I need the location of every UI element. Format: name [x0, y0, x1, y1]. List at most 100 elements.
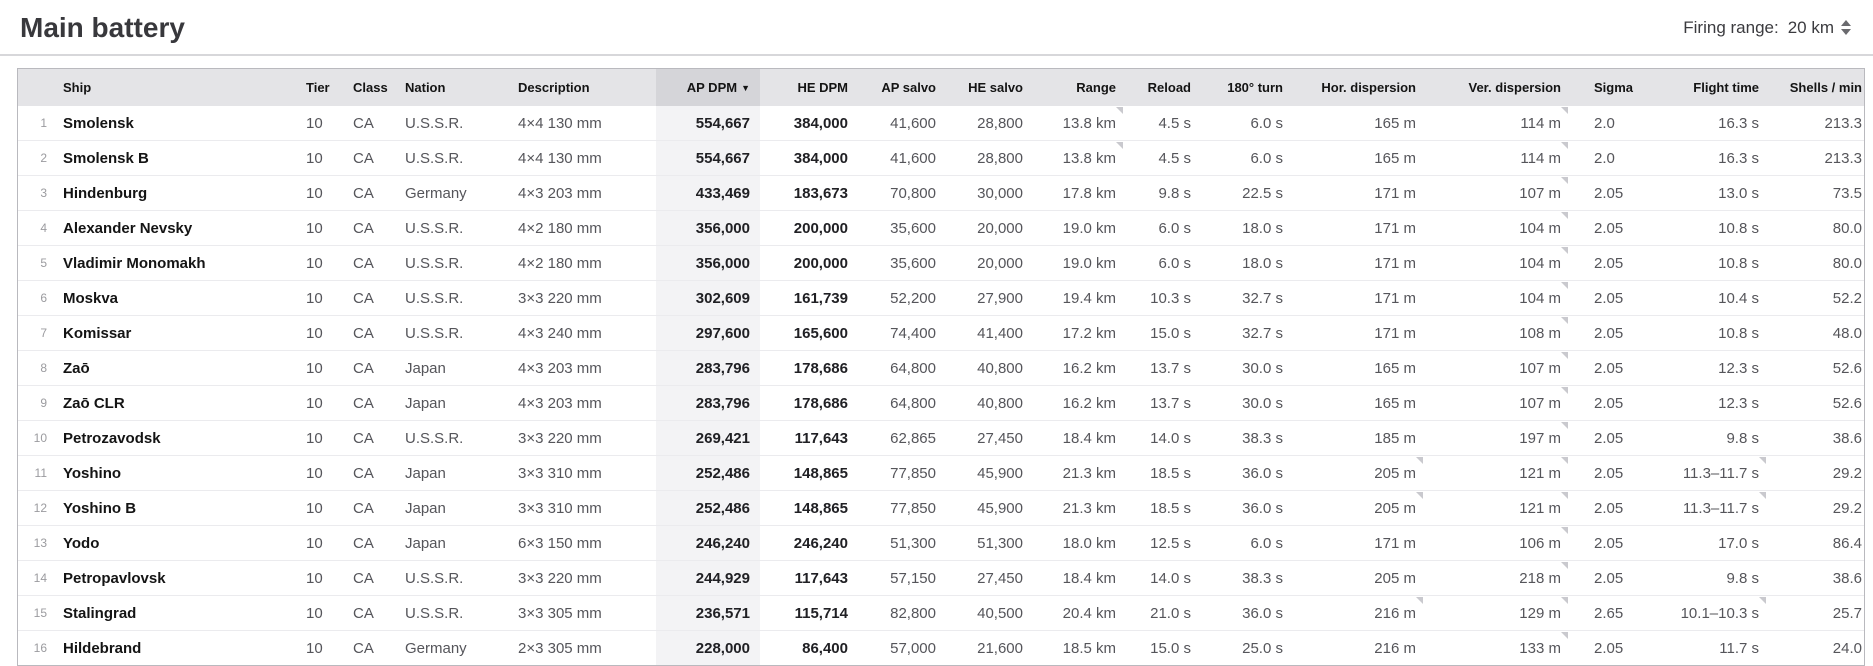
cell-class: CA	[349, 525, 401, 561]
cell-ver: 114 m	[1426, 140, 1571, 176]
cell-shells: 86.4	[1769, 525, 1864, 561]
column-header-he_salvo[interactable]: HE salvo	[946, 69, 1033, 106]
cell-hor: 171 m	[1293, 175, 1426, 211]
column-label: 180° turn	[1227, 80, 1283, 95]
column-header-flight[interactable]: Flight time	[1637, 69, 1769, 106]
cell-tier: 10	[301, 385, 349, 421]
cell-he_salvo: 40,800	[946, 350, 1033, 386]
cell-sigma: 2.05	[1571, 560, 1637, 596]
cell-ap_salvo: 64,800	[858, 350, 946, 386]
ship-name-link[interactable]: Petropavlovsk	[54, 560, 301, 596]
cell-turn: 30.0 s	[1201, 385, 1293, 421]
spinner-down-icon[interactable]	[1841, 29, 1851, 35]
row-index: 16	[18, 630, 54, 665]
cell-ap_salvo: 57,000	[858, 630, 946, 665]
cell-turn: 25.0 s	[1201, 630, 1293, 665]
ship-name-link[interactable]: Komissar	[54, 315, 301, 351]
column-header-nation[interactable]: Nation	[401, 69, 517, 106]
cell-tier: 10	[301, 350, 349, 386]
column-header-ap_salvo[interactable]: AP salvo	[858, 69, 946, 106]
cell-he_salvo: 20,000	[946, 245, 1033, 281]
cell-nation: Japan	[401, 455, 517, 491]
column-header-tier[interactable]: Tier	[301, 69, 349, 106]
cell-ap_dpm: 283,796	[656, 350, 760, 386]
firing-range-value[interactable]: 20 km	[1787, 17, 1834, 37]
column-header-description[interactable]: Description	[517, 69, 656, 106]
column-header-turn[interactable]: 180° turn	[1201, 69, 1293, 106]
column-header-reload[interactable]: Reload	[1126, 69, 1201, 106]
column-label: Range	[1076, 80, 1116, 95]
cell-he_salvo: 20,000	[946, 210, 1033, 246]
cell-ap_dpm: 269,421	[656, 420, 760, 456]
cell-class: CA	[353, 114, 374, 132]
column-header-class[interactable]: Class	[349, 69, 401, 106]
column-header-range[interactable]: Range	[1033, 69, 1126, 106]
cell-he_dpm: 178,686	[760, 385, 858, 421]
cell-tier: 10	[301, 455, 349, 491]
cell-nation: Japan	[401, 525, 517, 561]
cell-flight: 11.3–11.7 s	[1637, 490, 1769, 526]
cell-class: CA	[349, 175, 401, 211]
ship-name-link[interactable]: Vladimir Monomakh	[54, 245, 301, 281]
cell-shells: 24.0	[1769, 630, 1864, 665]
ship-name-link[interactable]: Yoshino	[54, 455, 301, 491]
cell-hor: 165 m	[1374, 114, 1416, 132]
cell-hor: 205 m	[1293, 560, 1426, 596]
cell-he_dpm: 117,643	[760, 420, 858, 456]
spinner-up-icon[interactable]	[1841, 20, 1851, 26]
column-header-ap_dpm[interactable]: AP DPM ▼	[656, 69, 760, 106]
ship-name-link[interactable]: Smolensk B	[54, 140, 301, 176]
column-header-he_dpm[interactable]: HE DPM	[760, 69, 858, 106]
ship-name-link[interactable]: Hildebrand	[54, 630, 301, 665]
cell-description: 6×3 150 mm	[517, 525, 656, 561]
ship-name-link[interactable]: Petrozavodsk	[54, 420, 301, 456]
column-label: AP salvo	[881, 80, 936, 95]
cell-ap_salvo: 74,400	[858, 315, 946, 351]
table-row: 1 Smolensk 10 CA U.S.S.R. 4×4 130 mm 554,667 38…	[18, 106, 1864, 141]
column-header-hor[interactable]: Hor. dispersion	[1293, 69, 1426, 106]
ship-name-link[interactable]: Yoshino B	[54, 490, 301, 526]
ship-name-link[interactable]: Zaō	[54, 350, 301, 386]
cell-turn: 6.0 s	[1201, 140, 1293, 176]
column-header-ship[interactable]: Ship	[54, 69, 301, 106]
ship-name-link[interactable]: Stalingrad	[54, 595, 301, 631]
ship-name-link[interactable]: Smolensk	[63, 114, 134, 132]
column-label: HE DPM	[797, 80, 848, 95]
column-header-sigma[interactable]: Sigma	[1571, 69, 1637, 106]
cell-hor: 216 m	[1293, 630, 1426, 665]
cell-ap_dpm: 297,600	[656, 315, 760, 351]
cell-ap_salvo: 35,600	[858, 245, 946, 281]
cell-ap_dpm: 554,667	[656, 140, 760, 176]
tooltip-corner-marker-icon	[1561, 317, 1568, 324]
ship-name-link[interactable]: Yodo	[54, 525, 301, 561]
table-row: 16 Hildebrand 10 CA Germany 2×3 305 mm 228,000…	[18, 630, 1864, 665]
ship-name-link[interactable]: Moskva	[54, 280, 301, 316]
cell-ver: 104 m	[1426, 245, 1571, 281]
ship-name-link[interactable]: Alexander Nevsky	[54, 210, 301, 246]
cell-description: 3×3 310 mm	[517, 455, 656, 491]
cell-he_dpm: 246,240	[760, 525, 858, 561]
cell-he_dpm: 148,865	[760, 455, 858, 491]
cell-nation: U.S.S.R.	[401, 560, 517, 596]
cell-reload: 18.5 s	[1126, 455, 1201, 491]
column-header-ver[interactable]: Ver. dispersion	[1426, 69, 1571, 106]
column-label: Reload	[1147, 80, 1191, 95]
column-header-shells[interactable]: Shells / min	[1769, 69, 1864, 106]
cell-shells: 52.6	[1769, 385, 1864, 421]
table-row: 13 Yodo 10 CA Japan 6×3 150 mm 246,240 246,240 5…	[18, 525, 1864, 561]
tooltip-corner-marker-icon	[1116, 107, 1123, 114]
cell-ver: 121 m	[1426, 455, 1571, 491]
cell-he_salvo: 28,800	[977, 114, 1023, 132]
row-index: 5	[18, 245, 54, 281]
cell-ver: 107 m	[1426, 175, 1571, 211]
cell-he_salvo: 41,400	[946, 315, 1033, 351]
cell-nation: Japan	[401, 350, 517, 386]
ship-name-link[interactable]: Hindenburg	[54, 175, 301, 211]
ship-name-link[interactable]: Zaō CLR	[54, 385, 301, 421]
cell-hor: 165 m	[1293, 385, 1426, 421]
cell-description: 4×2 180 mm	[517, 210, 656, 246]
firing-range-spinner[interactable]	[1841, 20, 1851, 35]
cell-turn: 38.3 s	[1201, 420, 1293, 456]
cell-shells: 29.2	[1769, 455, 1864, 491]
cell-reload: 21.0 s	[1126, 595, 1201, 631]
